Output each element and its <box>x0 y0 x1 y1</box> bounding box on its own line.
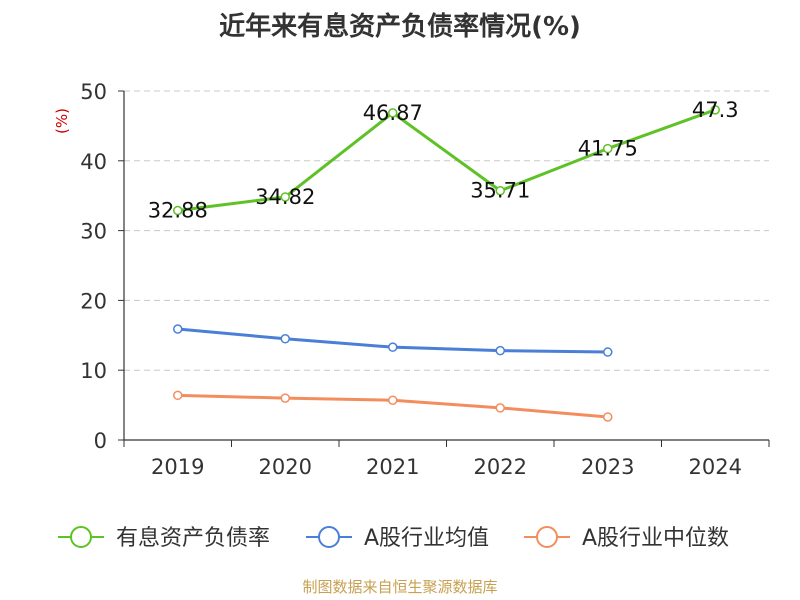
data-point <box>173 324 183 334</box>
legend-marker <box>536 526 558 548</box>
x-tick-label: 2020 <box>259 455 312 479</box>
x-tick-label: 2023 <box>581 455 634 479</box>
data-label: 47.3 <box>692 98 739 122</box>
legend-label: 有息资产负债率 <box>116 526 270 551</box>
legend-label: A股行业中位数 <box>582 526 729 551</box>
source-footer: 制图数据来自恒生聚源数据库 <box>302 578 498 596</box>
legend-marker <box>70 526 92 548</box>
x-tick-label: 2019 <box>151 455 204 479</box>
y-tick-label: 30 <box>80 220 107 244</box>
data-point <box>495 403 505 413</box>
data-label: 41.75 <box>578 137 638 161</box>
data-point <box>495 185 505 196</box>
y-tick-label: 10 <box>80 359 107 383</box>
data-label: 46.87 <box>363 101 423 125</box>
x-tick-label: 2022 <box>474 455 527 479</box>
y-tick-label: 50 <box>80 80 107 104</box>
data-point <box>173 205 183 216</box>
data-label: 34.82 <box>255 185 315 209</box>
x-tick-label: 2021 <box>366 455 419 479</box>
data-point <box>173 390 183 401</box>
data-point <box>603 347 613 357</box>
chart-title: 近年来有息资产负债率情况(%) <box>219 12 581 42</box>
y-tick-label: 40 <box>80 150 107 174</box>
legend-label: A股行业均值 <box>364 526 489 551</box>
data-point <box>388 342 398 352</box>
data-point <box>603 412 613 422</box>
y-tick-label: 0 <box>94 429 107 453</box>
y-tick-label: 20 <box>80 289 107 313</box>
data-label: 32.88 <box>148 198 208 222</box>
data-point <box>495 345 505 356</box>
data-point <box>280 334 290 344</box>
data-point <box>603 143 613 154</box>
legend-marker <box>318 526 340 548</box>
data-point <box>388 395 398 405</box>
data-point <box>280 393 290 403</box>
data-point <box>280 192 290 202</box>
x-tick-label: 2024 <box>689 455 742 479</box>
data-point <box>710 105 720 115</box>
series-line <box>177 108 716 212</box>
data-label: 35.71 <box>470 179 530 203</box>
data-point <box>388 108 398 118</box>
